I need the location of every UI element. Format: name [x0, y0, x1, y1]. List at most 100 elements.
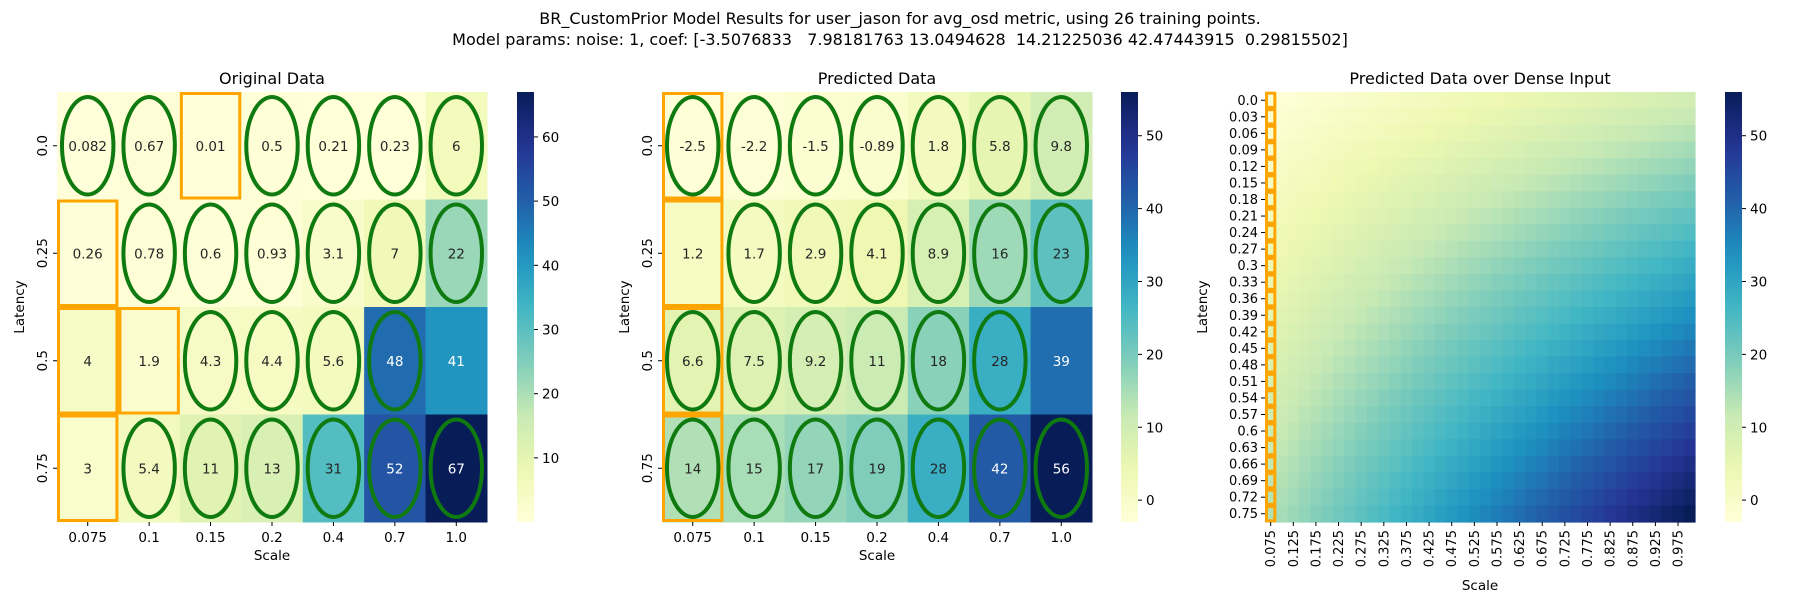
heatmap-cell — [1389, 92, 1402, 110]
heatmap-cell — [1287, 389, 1300, 407]
heatmap-cell — [1332, 455, 1345, 473]
heatmap-cell — [1480, 224, 1492, 242]
heatmap-cell — [1298, 158, 1311, 176]
heatmap-cell — [1423, 422, 1436, 440]
cell-value-label: 0.6 — [200, 246, 221, 262]
heatmap-cell — [1457, 207, 1470, 225]
heatmap-cell — [1491, 422, 1504, 440]
heatmap-cell — [1276, 125, 1289, 143]
heatmap-cell — [1491, 158, 1504, 176]
heatmap-cell — [1536, 125, 1549, 143]
x-tick-label: 0.15 — [801, 530, 831, 546]
heatmap-cell — [1627, 505, 1640, 523]
cell-value-label: -2.2 — [741, 139, 767, 155]
heatmap-cell — [1400, 488, 1413, 507]
y-tick-label: 0.36 — [1229, 292, 1258, 307]
heatmap-cell — [1604, 356, 1617, 374]
highlight-circle — [305, 417, 362, 519]
x-tick-label: 0.1 — [743, 530, 764, 546]
heatmap-cell — [1604, 323, 1617, 341]
subplot-title: Original Data — [219, 69, 325, 88]
heatmap-cell — [1547, 356, 1560, 374]
heatmap-cell — [1615, 488, 1628, 507]
heatmap-cell — [1525, 158, 1538, 176]
highlight-circle — [182, 202, 239, 304]
x-tick-label: 1.0 — [1051, 530, 1072, 546]
colorbar-tick-label: 40 — [1750, 202, 1767, 218]
heatmap-cell — [1468, 158, 1481, 176]
heatmap-cell — [1366, 191, 1379, 209]
heatmap-cell — [1310, 290, 1323, 308]
heatmap-cell — [1298, 125, 1311, 143]
heatmap-cell — [1581, 422, 1594, 440]
heatmap-cell — [57, 92, 119, 200]
heatmap-cell — [1559, 207, 1572, 225]
heatmap-cell — [1559, 505, 1572, 523]
cell-value-label: 39 — [1053, 354, 1070, 370]
y-tick-label: 0.24 — [1229, 226, 1258, 241]
heatmap-cell — [1366, 505, 1379, 523]
heatmap-cell — [1344, 472, 1357, 490]
highlight-box — [1265, 422, 1277, 440]
heatmap-cell — [1536, 108, 1549, 126]
heatmap-cell — [1265, 240, 1277, 258]
heatmap-cell — [1265, 356, 1277, 374]
heatmap-cell — [1321, 224, 1334, 242]
colorbar-tick-label: 0 — [1146, 493, 1155, 509]
heatmap-cell — [1661, 273, 1673, 292]
cell-value-label: 6 — [452, 139, 461, 155]
heatmap-cell — [1672, 422, 1685, 440]
heatmap-cell — [1480, 290, 1492, 308]
heatmap-cell — [1615, 108, 1628, 126]
heatmap-cell — [723, 414, 786, 523]
heatmap-cell — [1525, 439, 1538, 457]
heatmap-cell — [1366, 488, 1379, 507]
heatmap-cell — [1581, 141, 1594, 159]
heatmap-cell — [1265, 108, 1277, 126]
heatmap-cell — [1457, 406, 1470, 424]
heatmap-cell — [723, 307, 786, 415]
heatmap-cell — [1434, 422, 1447, 440]
heatmap-cell — [1412, 488, 1425, 507]
highlight-box — [1265, 372, 1277, 390]
heatmap-cell — [1649, 439, 1662, 457]
heatmap-cell — [1389, 472, 1402, 490]
heatmap-cell — [1604, 158, 1617, 176]
heatmap-cell — [1310, 240, 1323, 258]
heatmap-cell — [1468, 207, 1481, 225]
heatmap-cell — [1581, 207, 1594, 225]
heatmap-cell — [1525, 290, 1538, 308]
heatmap-cell — [1649, 505, 1662, 523]
heatmap-cell — [1649, 125, 1662, 143]
heatmap-cell — [1513, 290, 1526, 308]
heatmap-cell — [1400, 340, 1413, 358]
highlight-box — [1265, 472, 1277, 490]
heatmap-cell — [1412, 455, 1425, 473]
colorbar-tick-label: 10 — [542, 451, 559, 467]
heatmap-cell — [1378, 488, 1391, 507]
highlight-box — [1265, 257, 1277, 275]
heatmap-cell — [1525, 373, 1538, 391]
y-tick-label: 0.03 — [1229, 110, 1258, 125]
heatmap-cell — [1593, 455, 1606, 473]
heatmap-cell — [1559, 92, 1572, 110]
heatmap-cell — [1030, 307, 1093, 415]
heatmap-cell — [1457, 191, 1470, 209]
heatmap-cell — [1593, 356, 1606, 374]
heatmap-cell — [1593, 488, 1606, 507]
heatmap-cell — [1502, 240, 1515, 258]
heatmap-cell — [1457, 505, 1470, 523]
cell-value-label: 6.6 — [682, 354, 703, 370]
heatmap-cell — [1502, 323, 1515, 341]
heatmap-cell — [1547, 455, 1560, 473]
heatmap-cell — [1525, 356, 1538, 374]
heatmap-cell — [1547, 505, 1560, 523]
cell-value-label: 3.1 — [323, 246, 344, 262]
heatmap-cell — [1593, 505, 1606, 523]
heatmap-cell — [1672, 290, 1685, 308]
heatmap-cell — [118, 92, 181, 200]
heatmap-cell — [1344, 158, 1357, 176]
heatmap-cell — [1604, 505, 1617, 523]
heatmap-cell — [1412, 158, 1425, 176]
